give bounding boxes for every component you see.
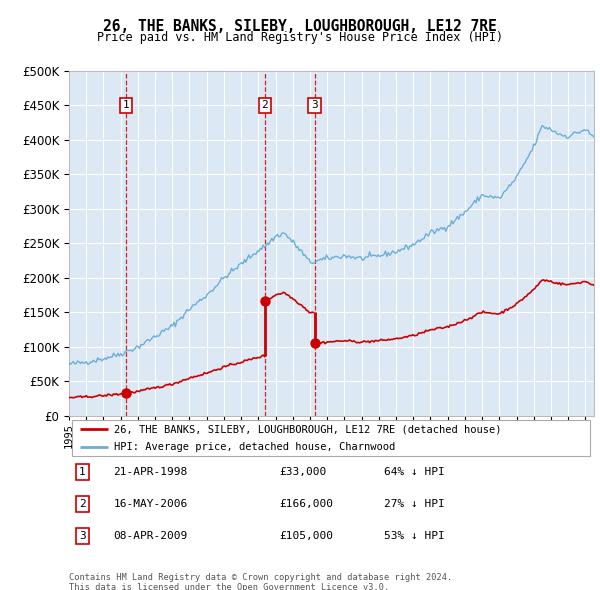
Text: 21-APR-1998: 21-APR-1998 — [113, 467, 188, 477]
Text: 2: 2 — [262, 100, 268, 110]
Text: 53% ↓ HPI: 53% ↓ HPI — [384, 531, 445, 541]
Text: 26, THE BANKS, SILEBY, LOUGHBOROUGH, LE12 7RE (detached house): 26, THE BANKS, SILEBY, LOUGHBOROUGH, LE1… — [113, 424, 501, 434]
Text: 16-MAY-2006: 16-MAY-2006 — [113, 499, 188, 509]
Text: 2: 2 — [79, 499, 86, 509]
Text: Price paid vs. HM Land Registry's House Price Index (HPI): Price paid vs. HM Land Registry's House … — [97, 31, 503, 44]
Text: 3: 3 — [79, 531, 86, 541]
Text: £33,000: £33,000 — [279, 467, 326, 477]
Text: £105,000: £105,000 — [279, 531, 333, 541]
Text: £166,000: £166,000 — [279, 499, 333, 509]
Text: 08-APR-2009: 08-APR-2009 — [113, 531, 188, 541]
Text: 27% ↓ HPI: 27% ↓ HPI — [384, 499, 445, 509]
Text: 26, THE BANKS, SILEBY, LOUGHBOROUGH, LE12 7RE: 26, THE BANKS, SILEBY, LOUGHBOROUGH, LE1… — [103, 19, 497, 34]
Text: Contains HM Land Registry data © Crown copyright and database right 2024.: Contains HM Land Registry data © Crown c… — [69, 573, 452, 582]
Text: HPI: Average price, detached house, Charnwood: HPI: Average price, detached house, Char… — [113, 442, 395, 452]
Text: 1: 1 — [122, 100, 130, 110]
FancyBboxPatch shape — [71, 421, 590, 455]
Text: 64% ↓ HPI: 64% ↓ HPI — [384, 467, 445, 477]
Text: This data is licensed under the Open Government Licence v3.0.: This data is licensed under the Open Gov… — [69, 583, 389, 590]
Text: 1: 1 — [79, 467, 86, 477]
Text: 3: 3 — [311, 100, 318, 110]
